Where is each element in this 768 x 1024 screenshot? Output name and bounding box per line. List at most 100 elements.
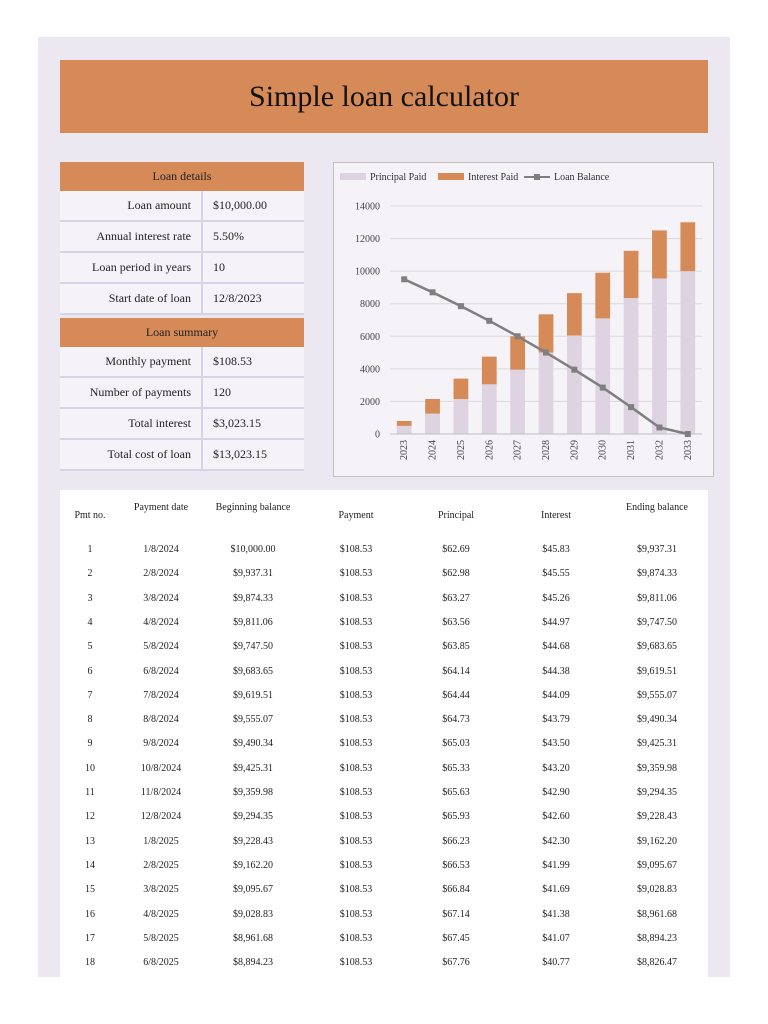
loan-amount-value[interactable]: $10,000.00 [213, 198, 267, 212]
schedule-cell: 3/8/2025 [143, 884, 179, 896]
schedule-cell: 2/8/2024 [143, 568, 179, 580]
schedule-cell: $9,874.33 [233, 592, 273, 604]
schedule-cell: $108.53 [339, 641, 373, 653]
schedule-cell: $9,747.50 [233, 641, 273, 653]
schedule-cell: $9,095.67 [233, 884, 273, 896]
start-date-value[interactable]: 12/8/2023 [213, 291, 262, 305]
interest-rate-row: Annual interest rate 5.50% [60, 222, 304, 253]
schedule-cell: $44.09 [542, 689, 570, 701]
schedule-cell: $63.56 [442, 616, 470, 628]
schedule-cell: $9,555.07 [637, 689, 677, 701]
monthly-payment-label: Monthly payment [60, 347, 203, 376]
schedule-cell: 10/8/2024 [140, 762, 182, 774]
schedule-cell: 15 [85, 884, 95, 896]
legend-label-principal: Principal Paid [370, 172, 426, 183]
schedule-cell: $44.38 [542, 665, 570, 677]
schedule-cell: 17 [85, 932, 95, 944]
schedule-cell: $9,937.31 [637, 544, 677, 555]
schedule-cell: $9,359.98 [233, 787, 273, 798]
schedule-cell: 13 [85, 835, 95, 847]
schedule-cell: $64.14 [442, 665, 470, 677]
schedule-cell: $8,961.68 [233, 932, 273, 944]
schedule-cell: $108.53 [339, 544, 373, 555]
schedule-cell: $9,028.83 [637, 884, 677, 896]
schedule-row: 16 4/8/2025 $9,028.83 $108.53 $67.14 $41.38 $8… [60, 903, 708, 927]
total-cost-label: Total cost of loan [60, 440, 203, 469]
schedule-cell: 7 [87, 689, 93, 701]
schedule-cell: $44.68 [542, 641, 570, 653]
schedule-cell: $108.53 [339, 908, 373, 920]
schedule-cell: 4/8/2025 [143, 908, 179, 920]
number-of-payments-label: Number of payments [60, 378, 203, 407]
x-tick-label: 2024 [428, 440, 439, 460]
schedule-cell: $9,162.20 [637, 835, 677, 847]
schedule-cell: $9,028.83 [233, 908, 273, 920]
interest-bar [566, 293, 582, 336]
loan-chart[interactable]: 0 2000 4000 6000 8000 10000 12000 14000 2023 2024… [333, 162, 714, 477]
schedule-cell: $108.53 [339, 738, 373, 750]
schedule-cell: $108.53 [339, 689, 373, 701]
schedule-row: 13 1/8/2025 $9,228.43 $108.53 $66.23 $42.30 $9… [60, 830, 708, 854]
loan-balance-marker [599, 384, 606, 391]
principal-bar [623, 298, 639, 434]
schedule-row: 2 2/8/2024 $9,937.31 $108.53 $62.98 $45.55 $9,… [60, 562, 708, 586]
x-tick-label: 2028 [541, 440, 552, 460]
schedule-cell: $9,490.34 [637, 714, 677, 726]
loan-summary-table: Loan summary Monthly payment $108.53 Num… [60, 318, 304, 471]
loan-balance-marker [684, 431, 691, 437]
interest-bar [425, 398, 440, 414]
loan-balance-marker [656, 424, 663, 431]
schedule-cell: $9,747.50 [637, 616, 677, 628]
schedule-cell: 11 [85, 787, 95, 798]
schedule-cell: $108.53 [339, 616, 373, 628]
loan-balance-marker [486, 317, 493, 324]
schedule-cell: $62.69 [442, 544, 470, 555]
schedule-cell: $63.85 [442, 641, 470, 653]
schedule-cell: $67.45 [442, 932, 470, 944]
legend-label-balance: Loan Balance [554, 172, 610, 183]
loan-period-row: Loan period in years 10 [60, 253, 304, 284]
schedule-cell: $62.98 [442, 568, 470, 580]
schedule-cell: 7/8/2024 [143, 689, 179, 701]
schedule-cell: 11/8/2024 [140, 787, 182, 798]
schedule-cell: $9,228.43 [233, 835, 273, 847]
interest-bar [595, 272, 611, 319]
principal-bar [680, 271, 696, 434]
schedule-cell: $63.27 [442, 592, 470, 604]
schedule-cell: $8,894.23 [233, 957, 273, 969]
principal-bar [396, 425, 412, 434]
interest-bar [652, 230, 667, 279]
interest-bar [623, 250, 639, 299]
title-banner: Simple loan calculator [60, 60, 708, 133]
schedule-cell: $108.53 [339, 714, 373, 726]
schedule-cell: $9,683.65 [637, 641, 677, 653]
schedule-cell: $41.99 [542, 859, 570, 871]
interest-rate-label: Annual interest rate [60, 222, 203, 251]
schedule-cell: 9/8/2024 [143, 738, 179, 750]
schedule-cell: $43.79 [542, 714, 570, 726]
schedule-cell: $42.60 [542, 811, 570, 823]
schedule-row: 17 5/8/2025 $8,961.68 $108.53 $67.45 $41.07 $8… [60, 927, 708, 951]
schedule-cell: 5 [87, 641, 93, 653]
schedule-cell: $108.53 [339, 859, 373, 871]
principal-bar [481, 384, 497, 434]
schedule-row: 4 4/8/2024 $9,811.06 $108.53 $63.56 $44.97 $9,… [60, 611, 708, 635]
interest-rate-value[interactable]: 5.50% [213, 229, 244, 243]
principal-bar [510, 369, 526, 434]
schedule-cell: $9,811.06 [637, 592, 677, 604]
y-tick-label: 2000 [360, 397, 380, 408]
schedule-cell: $108.53 [339, 884, 373, 896]
schedule-header-cell: Payment date [133, 502, 189, 513]
loan-period-value[interactable]: 10 [213, 260, 225, 274]
schedule-cell: $42.90 [542, 787, 570, 798]
loan-amount-label: Loan amount [60, 191, 203, 220]
schedule-cell: $8,961.68 [637, 908, 677, 920]
schedule-row: 12 12/8/2024 $9,294.35 $108.53 $65.93 $42.60 $… [60, 805, 708, 829]
schedule-cell: $65.63 [442, 787, 470, 798]
schedule-cell: $41.38 [542, 908, 570, 920]
schedule-cell: 10 [85, 762, 95, 774]
principal-bar [538, 352, 554, 434]
schedule-cell: $108.53 [339, 835, 373, 847]
schedule-cell: 3 [87, 592, 93, 604]
y-tick-label: 6000 [360, 332, 380, 343]
